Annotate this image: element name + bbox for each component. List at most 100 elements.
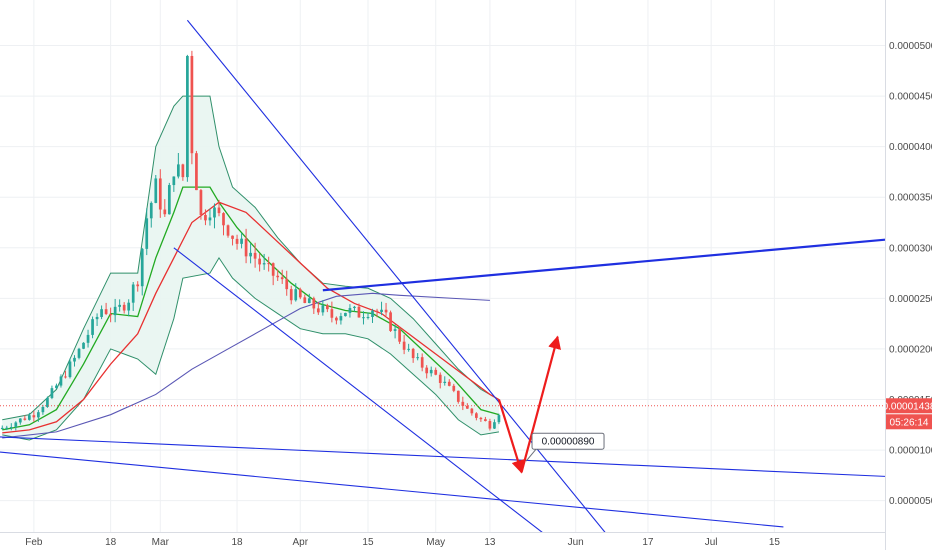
candle-body (276, 275, 280, 278)
candle-body (14, 422, 18, 428)
target-callout-label: 0.00000890 (542, 437, 595, 448)
candle-body (104, 309, 108, 314)
candle-body (393, 329, 397, 331)
time-tick-label: 18 (105, 537, 117, 548)
candle-body (77, 348, 81, 358)
price-tick-label: 0.00002000 (889, 344, 932, 355)
arrow-down (497, 399, 525, 474)
candle-body (398, 329, 401, 342)
candle-body (484, 419, 487, 422)
candle-body (461, 401, 465, 406)
time-tick-label: 15 (362, 537, 374, 548)
candle-body (64, 376, 67, 378)
target-callout-leader (525, 448, 537, 462)
plot-area (0, 19, 885, 532)
candle-body (479, 417, 483, 420)
candle-body (32, 415, 36, 418)
candle-body (384, 309, 388, 313)
candle-body (371, 310, 374, 317)
time-tick-label: 13 (484, 537, 496, 548)
countdown-label: 05:26:14 (890, 417, 929, 428)
target-callout-box (531, 432, 605, 450)
candle-body (226, 225, 230, 236)
candle-body (407, 348, 410, 350)
candle-body (357, 306, 361, 318)
support-line-lower (0, 451, 784, 528)
candle-body (465, 405, 469, 409)
candle-body (195, 153, 198, 191)
candle-body (321, 305, 325, 313)
candle-body (0, 427, 4, 430)
candle-body (118, 304, 122, 307)
current-price-box (886, 398, 932, 414)
price-tick-label: 0.00002500 (889, 294, 932, 305)
candle-body (425, 367, 429, 374)
candle-body (213, 207, 216, 218)
price-tick-label: 0.00003000 (889, 243, 932, 254)
candle-body (113, 306, 117, 316)
candle-body (186, 55, 189, 178)
candle-body (95, 316, 99, 320)
candle-body (100, 309, 103, 317)
axes: 0.00005000 0.00004500 0.00004000 0.00003500… (25, 41, 932, 548)
candle-body (181, 164, 185, 178)
candle-body (443, 381, 447, 383)
price-tick-label: 0.00000500 (889, 496, 932, 507)
candle-body (389, 312, 392, 331)
time-tick-label: Apr (292, 537, 308, 548)
candle-body (37, 412, 40, 418)
price-tick-label: 0.00004000 (889, 142, 932, 153)
candle-body (244, 238, 248, 257)
candle-body (447, 381, 451, 386)
ma-medium-line (2, 201, 500, 434)
candle-body (199, 190, 203, 215)
candle-body (82, 342, 85, 349)
candle-body (348, 308, 352, 313)
candle-body (289, 289, 293, 301)
candle-body (18, 418, 22, 423)
bollinger-upper-line (2, 95, 500, 421)
candle-body (298, 289, 302, 298)
time-tick-label: Mar (152, 537, 170, 548)
candle-body (375, 310, 379, 312)
candle-body (217, 207, 221, 214)
time-tick-label: 18 (231, 537, 243, 548)
support-line-upper (0, 436, 885, 477)
candle-body (312, 298, 316, 309)
candle-body (294, 289, 298, 301)
candle-body (222, 213, 225, 226)
candle-body (438, 374, 442, 383)
candle-body (158, 178, 162, 210)
candle-body (23, 418, 27, 420)
candle-body (68, 361, 72, 378)
candle-body (140, 248, 144, 287)
time-tick-label: May (426, 537, 445, 548)
candle-body (136, 284, 140, 287)
ma-long-line (2, 292, 490, 439)
candle-body (204, 214, 207, 221)
candle-body (271, 263, 275, 276)
candle-body (249, 252, 252, 257)
target-callout: 0.00000890 (531, 432, 605, 450)
candle-body (59, 376, 63, 386)
candle-body (9, 427, 13, 429)
candle-body (434, 369, 438, 375)
candle-body (154, 178, 158, 203)
candle-body (208, 217, 212, 221)
time-tick-label: 17 (642, 537, 654, 548)
candle-body (316, 308, 320, 313)
candle-body (5, 427, 9, 429)
candle-body (452, 385, 456, 391)
candle-body (420, 357, 424, 368)
candle-body (416, 357, 420, 359)
candle-body (411, 348, 415, 359)
rising-resistance (322, 238, 885, 292)
candle-body (262, 263, 266, 265)
candle-body (27, 415, 31, 420)
candle-body (235, 238, 239, 244)
bollinger-lower-line (2, 256, 500, 441)
candle-body (240, 238, 243, 244)
time-tick-label: 15 (769, 537, 781, 548)
candle-body (470, 408, 474, 414)
candle-body (456, 390, 460, 402)
